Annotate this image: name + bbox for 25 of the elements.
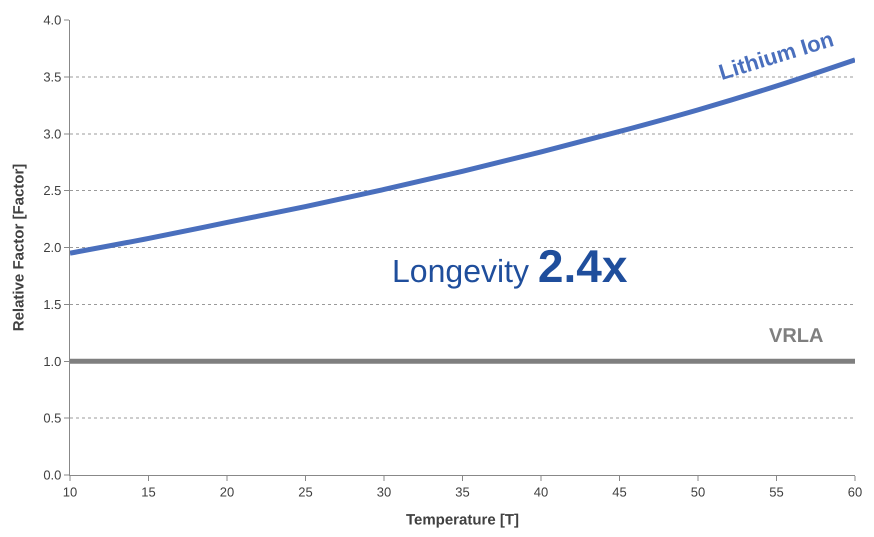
x-tick-label: 30	[376, 484, 392, 500]
y-tick-label: 1.5	[43, 296, 62, 312]
y-tick-label: 3.5	[43, 69, 62, 84]
series-label: VRLA	[769, 325, 824, 347]
y-tick-label: 4.0	[43, 12, 62, 28]
y-tick-label: 2.5	[43, 183, 62, 198]
x-tick-label: 55	[769, 484, 784, 500]
x-tick-label: 20	[220, 484, 234, 500]
x-axis-title: Temperature [T]	[406, 512, 520, 529]
y-axis-title: Relative Factor [Factor]	[10, 164, 28, 332]
y-tick-label: 2.0	[43, 240, 62, 256]
x-tick-label: 50	[690, 484, 706, 500]
x-tick-label: 25	[298, 484, 313, 500]
x-tick-label: 10	[62, 484, 78, 500]
text: Lithium Ion	[716, 26, 836, 85]
x-tick-label: 35	[455, 484, 470, 500]
y-tick-label: 3.0	[43, 126, 62, 142]
annotation: Longevity 2.4x	[392, 240, 628, 292]
x-tick-label: 40	[534, 484, 548, 500]
x-tick-label: 45	[612, 484, 627, 500]
y-tick-label: 0.5	[43, 410, 62, 426]
x-tick-label: 60	[848, 484, 862, 500]
y-tick-label: 0.0	[43, 468, 62, 483]
x-tick-label: 15	[141, 484, 156, 500]
y-tick-label: 1.0	[43, 354, 62, 369]
